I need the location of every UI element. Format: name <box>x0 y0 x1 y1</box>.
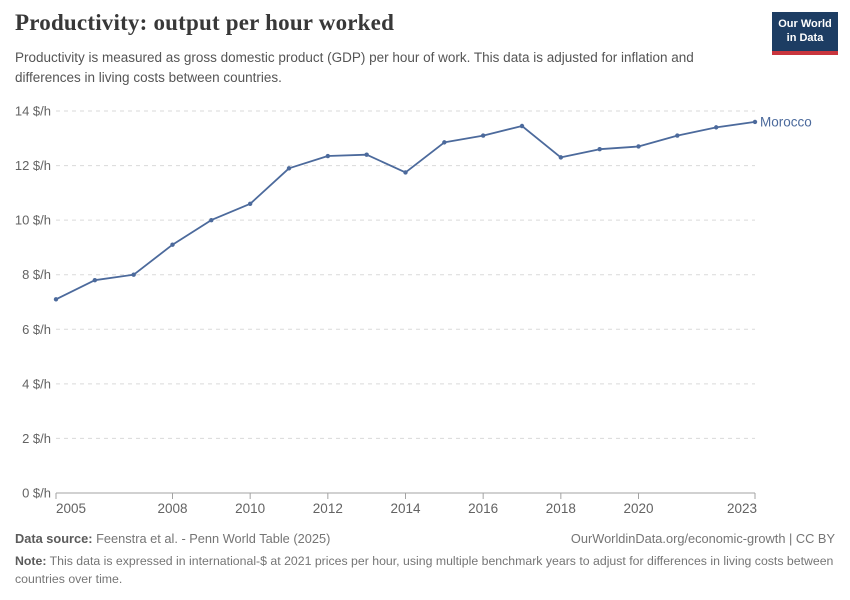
owid-logo-line2: in Data <box>786 31 824 44</box>
data-source-text: Feenstra et al. - Penn World Table (2025… <box>92 531 331 546</box>
x-tick-label: 2005 <box>56 501 86 516</box>
x-axis-labels: 2005 2008 2010 2012 2014 2016 2018 2020 2023 <box>56 501 757 516</box>
data-point[interactable] <box>752 119 758 125</box>
data-point[interactable] <box>442 140 447 145</box>
y-tick-label: 14 $/h <box>15 104 51 119</box>
y-tick-label: 10 $/h <box>15 213 51 228</box>
y-tick-label: 12 $/h <box>15 158 51 173</box>
data-source: Data source: Feenstra et al. - Penn Worl… <box>15 531 330 546</box>
data-point[interactable] <box>675 133 680 138</box>
x-tick-label: 2014 <box>390 501 421 516</box>
note-label: Note: <box>15 554 47 568</box>
owid-logo: Our World in Data <box>772 12 838 55</box>
owid-logo-line1: Our World <box>778 18 832 30</box>
x-tick-label: 2010 <box>235 501 265 516</box>
x-tick-label: 2020 <box>623 501 653 516</box>
y-tick-label: 6 $/h <box>22 322 51 337</box>
data-point[interactable] <box>480 133 486 138</box>
y-axis-labels: 0 $/h 2 $/h 4 $/h 6 $/h 8 $/h 10 $/h 12 $/h 14 … <box>15 104 51 501</box>
data-point[interactable] <box>558 155 564 160</box>
chart-subtitle: Productivity is measured as gross domest… <box>15 50 694 85</box>
data-point[interactable] <box>597 147 602 152</box>
x-tick-label: 2012 <box>313 501 343 516</box>
note-text: This data is expressed in international-… <box>15 554 834 587</box>
entity-label-morocco[interactable]: Morocco <box>760 114 812 129</box>
y-tick-label: 0 $/h <box>22 486 51 501</box>
x-tick-label: 2018 <box>546 501 576 516</box>
data-point[interactable] <box>209 217 214 223</box>
data-point[interactable] <box>247 201 253 206</box>
x-tick-label: 2008 <box>157 501 187 516</box>
chart-footer: Data source: Feenstra et al. - Penn Worl… <box>15 531 835 589</box>
y-tick-label: 4 $/h <box>22 376 51 391</box>
series-markers-morocco[interactable] <box>53 119 758 302</box>
x-tick-label: 2016 <box>468 501 498 516</box>
data-point[interactable] <box>92 277 98 283</box>
data-point[interactable] <box>403 170 408 175</box>
data-point[interactable] <box>636 144 641 149</box>
y-tick-label: 8 $/h <box>22 267 51 282</box>
data-point[interactable] <box>364 152 369 157</box>
series-line-morocco[interactable] <box>55 121 756 301</box>
page-title: Productivity: output per hour worked <box>15 10 395 35</box>
data-point[interactable] <box>519 123 525 129</box>
data-point[interactable] <box>713 125 719 130</box>
data-point[interactable] <box>170 242 175 247</box>
y-gridlines <box>56 110 755 439</box>
data-point[interactable] <box>286 166 292 171</box>
license-link[interactable]: OurWorldinData.org/economic-growth | CC … <box>570 531 835 546</box>
data-point[interactable] <box>131 272 136 277</box>
data-point[interactable] <box>53 297 59 302</box>
data-source-label: Data source: <box>15 531 93 546</box>
x-tick-label: 2023 <box>727 501 757 516</box>
x-axis <box>55 492 756 499</box>
y-tick-label: 2 $/h <box>22 431 51 446</box>
data-point[interactable] <box>325 153 331 159</box>
